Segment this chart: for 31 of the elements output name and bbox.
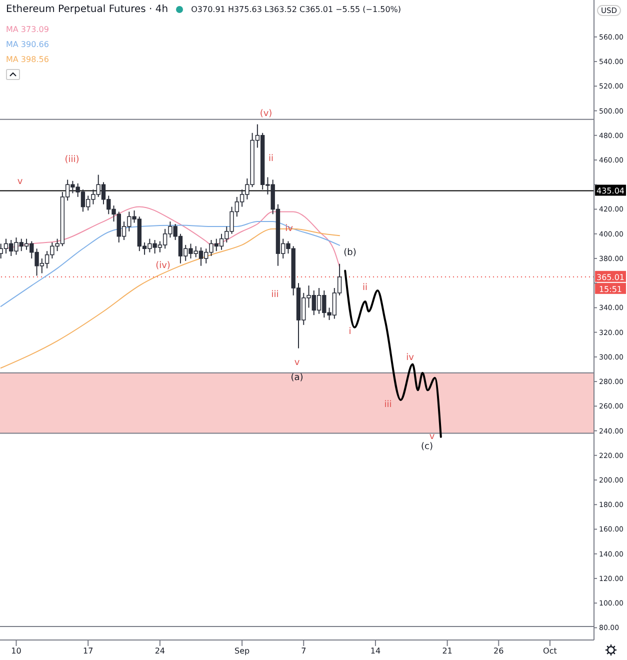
annotation: (iii)	[64, 155, 80, 165]
annotation: (b)	[344, 248, 356, 258]
annotation: (iv)	[156, 261, 170, 271]
annotation: v	[17, 177, 23, 187]
annotation: ii	[268, 154, 274, 164]
text: MA 390.66	[6, 39, 49, 51]
text: MA 373.09	[6, 24, 49, 36]
text: MA 398.56	[6, 54, 49, 66]
x-tick-label: 7	[301, 646, 306, 656]
annotation: (v)	[260, 109, 272, 119]
annotation: iii	[271, 290, 279, 300]
x-tick-label: 24	[154, 646, 166, 656]
annotation: v	[294, 358, 300, 368]
x-tick-label: 26	[494, 646, 504, 656]
text: O370.91 H375.63 L363.52 C365.01 −5.55 (−1.50%)	[191, 5, 402, 14]
ref-line-label: 435.04	[596, 186, 624, 196]
x-tick-label: 17	[83, 646, 94, 656]
x-tick-label: 10	[11, 646, 22, 656]
annotation: (a)	[290, 373, 304, 383]
annotation: i	[348, 327, 352, 337]
annotation: ii	[362, 283, 368, 293]
x-tick-label: Sep	[234, 646, 250, 656]
x-tick-label: 21	[442, 646, 452, 656]
annotation: (c)	[421, 442, 433, 452]
ref-line-label: 365.01 15:51	[596, 272, 624, 294]
annotation: iv	[406, 353, 414, 363]
x-tick-label: 14	[370, 646, 381, 656]
chart-title: Ethereum Perpetual Futures · 4h	[6, 4, 168, 15]
annotation: v	[429, 432, 435, 442]
x-tick-label: Oct	[543, 646, 557, 656]
annotation: iii	[384, 400, 392, 410]
